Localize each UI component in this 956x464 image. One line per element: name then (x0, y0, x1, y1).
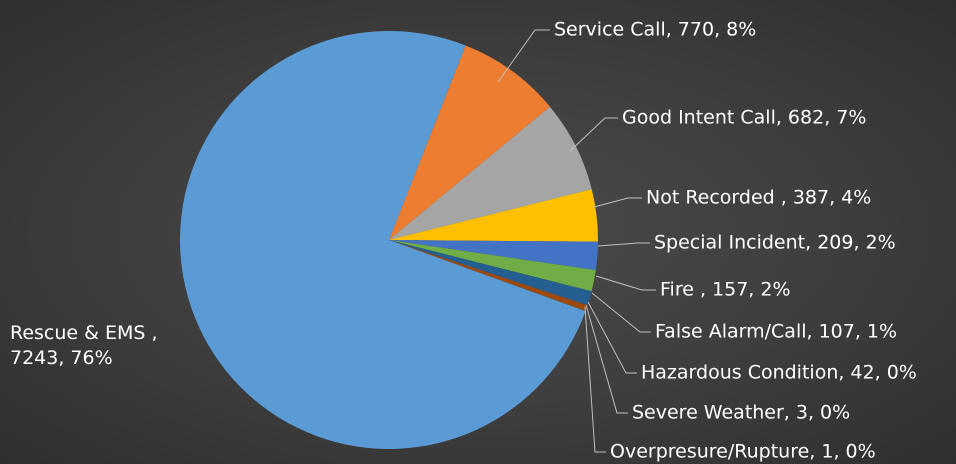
leader-severe (585, 304, 628, 414)
leader-overpressure (584, 306, 606, 453)
label-overpressure-rupture: Overpresure/Rupture, 1, 0% (610, 441, 876, 463)
label-hazardous-condition: Hazardous Condition, 42, 0% (641, 362, 917, 384)
label-severe-weather: Severe Weather, 3, 0% (632, 402, 850, 424)
pie-slice-special-incident (389, 240, 598, 271)
pie-slice-severe-weather (389, 240, 586, 312)
leader-false-alarm (591, 292, 651, 333)
leader-lines (497, 29, 656, 453)
leader-special (597, 242, 650, 247)
label-fire: Fire , 157, 2% (660, 279, 791, 301)
leader-fire (595, 275, 656, 291)
pie-slice-not-recorded (389, 189, 598, 242)
pie-slices (179, 30, 598, 449)
leader-not-recorded (593, 197, 642, 208)
leader-service (497, 29, 550, 83)
leader-hazardous (587, 301, 637, 374)
pie-slice-false-alarm-call (389, 240, 592, 306)
label-false-alarm-call: False Alarm/Call, 107, 1% (655, 321, 897, 343)
label-service-call: Service Call, 770, 8% (554, 19, 756, 41)
pie-slice-good-intent-call (389, 106, 592, 240)
label-rescue-line1: Rescue & EMS , (10, 322, 158, 344)
pie-slice-overpresure-rupture (389, 240, 586, 312)
label-special-incident: Special Incident, 209, 2% (654, 232, 896, 254)
label-not-recorded: Not Recorded , 387, 4% (646, 187, 871, 209)
label-rescue-line2: 7243, 76% (10, 347, 113, 369)
leader-good-intent (568, 117, 618, 153)
pie-slice-rescue-ems (179, 30, 586, 449)
pie-slice-service-call (389, 45, 550, 240)
label-good-intent-call: Good Intent Call, 682, 7% (622, 107, 866, 129)
data-labels: Rescue & EMS , 7243, 76% Service Call, 7… (10, 19, 917, 463)
pie-slice-hazardous-condition (389, 240, 588, 311)
pie-slice-fire (389, 240, 596, 292)
